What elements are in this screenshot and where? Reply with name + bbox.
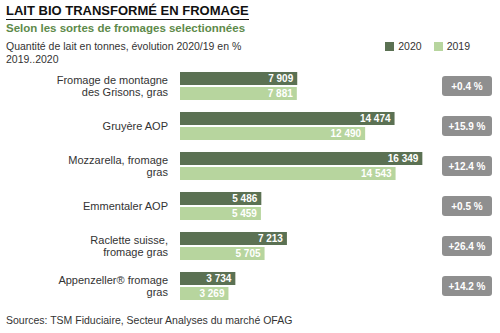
svg-text:Raclette suisse,fromage gras: Raclette suisse,fromage gras [90,234,168,258]
svg-text:7 213: 7 213 [258,233,283,244]
html-text:Selon les sortes de fromages s: Selon les sortes de fromages selectionné… [6,22,245,34]
svg-text:7 909: 7 909 [268,73,293,84]
svg-text:Appenzeller® fromagegras: Appenzeller® fromagegras [58,274,168,298]
svg-text:16 349: 16 349 [388,153,419,164]
svg-text:+14.2 %: +14.2 % [449,281,486,292]
svg-text:Emmentaler AOP: Emmentaler AOP [83,200,168,212]
svg-text:Mozzarella, fromagegras: Mozzarella, fromagegras [68,154,168,178]
svg-text:5 705: 5 705 [236,248,261,259]
html-text:Quantité de lait en tonnes, év: Quantité de lait en tonnes, évolution 20… [6,40,242,52]
svg-text:3 734: 3 734 [206,273,231,284]
svg-text:7 881: 7 881 [268,88,293,99]
svg-text:14 474: 14 474 [360,113,391,124]
svg-text:Fromage de montagnedes Grisons: Fromage de montagnedes Grisons, gras [57,74,169,98]
svg-text:+26.4 %: +26.4 % [449,241,486,252]
html-text:2019: 2019 [446,40,470,52]
html-text:2019..2020: 2019..2020 [6,53,59,65]
html-text:Sources: TSM Fiduciaire, Secte: Sources: TSM Fiduciaire, Secteur Analyse… [6,314,293,326]
svg-text:+0.5 %: +0.5 % [451,201,483,212]
svg-text:Gruyère AOP: Gruyère AOP [103,120,168,132]
svg-text:+15.9 %: +15.9 % [449,121,486,132]
svg-text:+0.4 %: +0.4 % [451,81,483,92]
svg-text:3 269: 3 269 [199,288,224,299]
svg-text:5 459: 5 459 [232,208,257,219]
svg-text:+12.4 %: +12.4 % [449,161,486,172]
svg-text:5 486: 5 486 [232,193,257,204]
html-text:2020: 2020 [398,40,422,52]
svg-text:14 543: 14 543 [361,168,392,179]
html-text:LAIT BIO TRANSFORMÉ EN FROMAGE: LAIT BIO TRANSFORMÉ EN FROMAGE [6,3,249,18]
svg-text:12 490: 12 490 [331,128,362,139]
